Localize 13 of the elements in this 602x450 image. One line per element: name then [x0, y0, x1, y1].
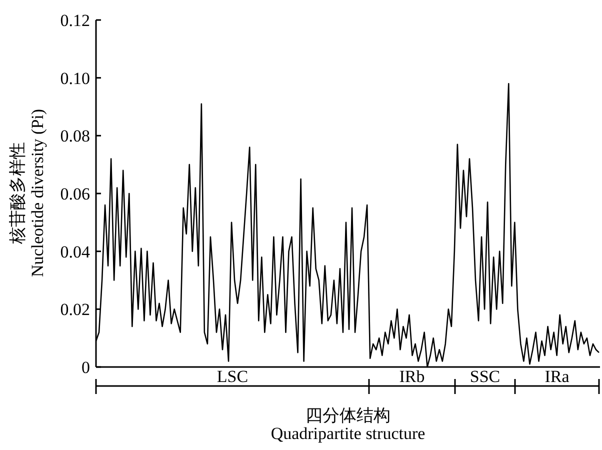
- y-tick-label: 0.02: [60, 300, 90, 320]
- text: SSC: [470, 367, 500, 386]
- text: IRa: [544, 367, 570, 386]
- x-axis-title: 四分体结构 Quadripartite structure: [270, 406, 426, 443]
- text: LSC: [216, 367, 248, 386]
- y-tick-label: 0.06: [60, 184, 90, 204]
- y-tick-label: 0: [82, 358, 90, 377]
- y-tick-label: 0.04: [60, 242, 90, 262]
- y-axis-title: 核苷酸多样性 Nucleotide diversity (Pi): [8, 108, 47, 278]
- y-tick-label: 0.10: [60, 68, 90, 88]
- text: IRb: [399, 367, 425, 386]
- y-tick-label: 0.08: [60, 126, 90, 146]
- y-tick-label: 0.12: [60, 10, 90, 30]
